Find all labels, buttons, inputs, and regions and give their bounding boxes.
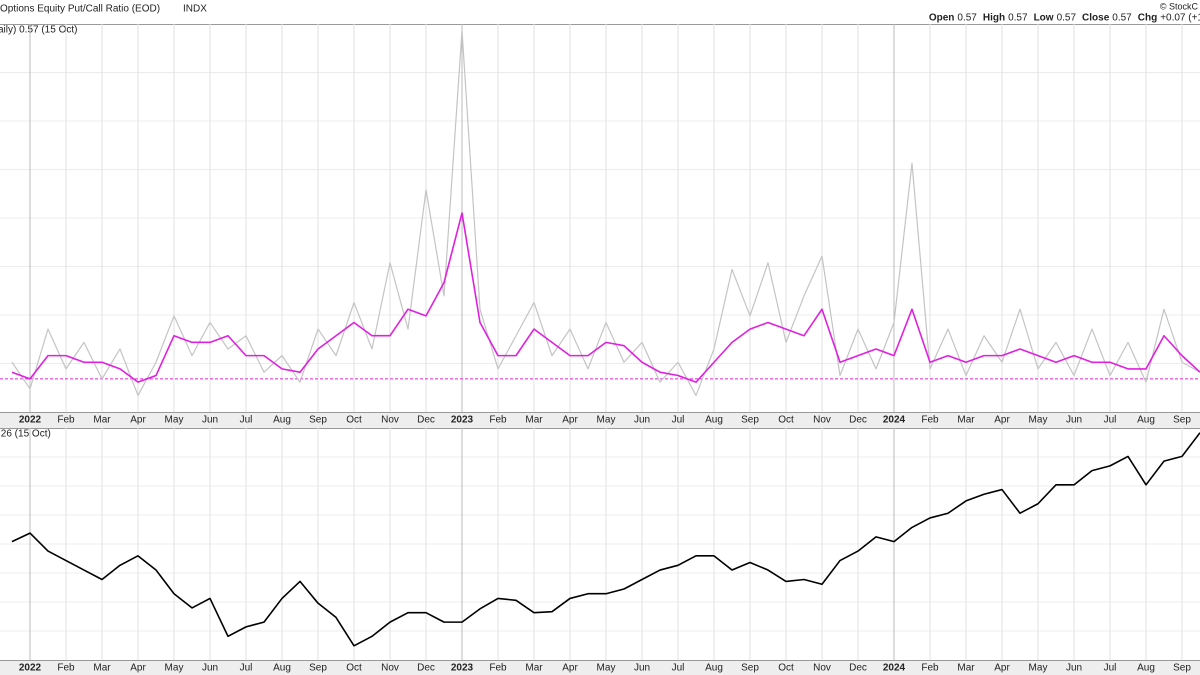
x-tick-label: Feb (921, 663, 939, 674)
x-tick-label: Sep (309, 663, 327, 674)
x-tick-label: Apr (562, 415, 578, 426)
x-tick-label: Jun (202, 663, 218, 674)
x-tick-label: Sep (1173, 415, 1191, 426)
x-tick-label: Mar (93, 415, 111, 426)
quote-item: Open (929, 13, 955, 24)
quote: Open 0.57 High 0.57 Low 0.57 Close 0.57 Chg +0.07… (929, 13, 1200, 24)
quote-item: 0.57 (957, 13, 977, 24)
x-tick-label: Mar (525, 663, 543, 674)
quote-item: +0.07 (+1 (1160, 13, 1200, 24)
x-tick-label: May (597, 663, 616, 674)
x-tick-label: Dec (849, 415, 867, 426)
quote-item: 0.57 (1112, 13, 1132, 24)
x-tick-label: Aug (705, 663, 723, 674)
x-tick-label: Jul (672, 663, 685, 674)
x-tick-label: Mar (525, 415, 543, 426)
x-tick-label: Jun (634, 663, 650, 674)
x-tick-label: May (165, 663, 184, 674)
x-tick-label: Oct (778, 415, 794, 426)
exchange: INDX (183, 4, 207, 15)
series-line (11, 30, 1200, 397)
x-tick-label: Aug (273, 663, 291, 674)
x-tick-label: Apr (130, 415, 146, 426)
x-tick-label: Jul (1104, 663, 1117, 674)
x-tick-label: Feb (57, 663, 75, 674)
x-tick-label: 2023 (451, 415, 474, 426)
x-tick-label: Sep (741, 663, 759, 674)
x-tick-label: Dec (849, 663, 867, 674)
quote-item: Low (1034, 13, 1054, 24)
x-tick-label: Feb (57, 415, 75, 426)
x-tick-label: Aug (1137, 663, 1155, 674)
x-tick-label: Aug (1137, 415, 1155, 426)
quote-item: Close (1082, 13, 1110, 24)
quote-item: High (983, 13, 1005, 24)
x-tick-label: Jun (202, 415, 218, 426)
quote-item: 0.57 (1057, 13, 1077, 24)
x-tick-label: Apr (994, 415, 1010, 426)
x-tick-label: Dec (417, 415, 435, 426)
x-tick-label: Nov (381, 663, 399, 674)
source: © StockC (1160, 1, 1199, 11)
x-tick-label: May (597, 415, 616, 426)
x-tick-label: Feb (489, 663, 507, 674)
x-tick-label: Oct (346, 415, 362, 426)
x-tick-label: Sep (309, 415, 327, 426)
x-tick-label: Apr (130, 663, 146, 674)
x-tick-label: 2022 (19, 415, 42, 426)
x-tick-label: Nov (813, 663, 831, 674)
x-tick-label: Apr (994, 663, 1010, 674)
x-tick-label: 2024 (883, 415, 906, 426)
x-tick-label: Oct (778, 663, 794, 674)
chart-title: Options Equity Put/Call Ratio (EOD) (0, 4, 160, 15)
x-tick-label: 2024 (883, 663, 906, 674)
quote-item: Chg (1138, 13, 1157, 24)
legend-text: .26 (15 Oct) (0, 429, 51, 440)
x-tick-label: Sep (741, 415, 759, 426)
x-tick-label: Jun (1066, 415, 1082, 426)
x-tick-label: Aug (705, 415, 723, 426)
x-tick-label: Jun (634, 415, 650, 426)
x-tick-label: Jun (1066, 663, 1082, 674)
x-tick-label: Aug (273, 415, 291, 426)
x-tick-label: Jul (1104, 415, 1117, 426)
x-tick-label: Nov (381, 415, 399, 426)
x-tick-label: May (1029, 415, 1048, 426)
legend-text: aily) 0.57 (15 Oct) (0, 25, 77, 36)
x-tick-label: Feb (921, 415, 939, 426)
x-tick-label: Sep (1173, 663, 1191, 674)
series-line (11, 212, 1200, 383)
x-tick-label: Dec (417, 663, 435, 674)
series-line (11, 432, 1200, 647)
x-tick-label: Jul (672, 415, 685, 426)
x-tick-label: Mar (957, 415, 975, 426)
x-tick-label: Mar (957, 663, 975, 674)
x-tick-label: Jul (240, 415, 253, 426)
x-tick-label: Feb (489, 415, 507, 426)
x-axis-strip (0, 412, 1200, 428)
quote-item: 0.57 (1008, 13, 1028, 24)
x-tick-label: May (1029, 663, 1048, 674)
x-tick-label: Apr (562, 663, 578, 674)
x-tick-label: Oct (346, 663, 362, 674)
x-tick-label: 2022 (19, 663, 42, 674)
x-tick-label: 2023 (451, 663, 474, 674)
x-tick-label: Mar (93, 663, 111, 674)
x-tick-label: Nov (813, 415, 831, 426)
x-tick-label: May (165, 415, 184, 426)
x-axis-strip (0, 660, 1200, 675)
x-tick-label: Jul (240, 663, 253, 674)
